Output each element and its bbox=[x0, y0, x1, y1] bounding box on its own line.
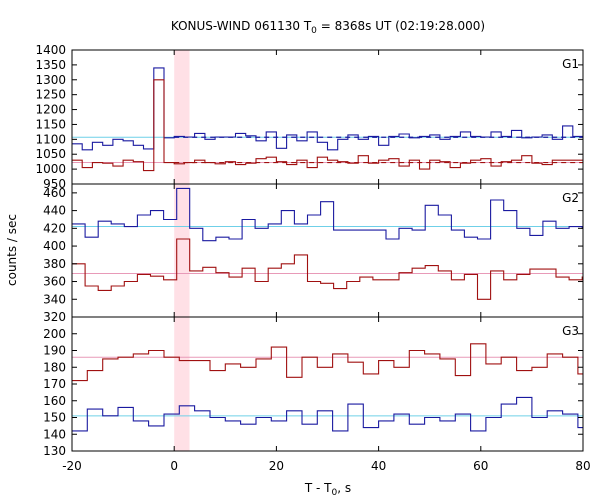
x-axis-label: T - T0, s bbox=[304, 481, 351, 498]
y-tick-label-g2: 440 bbox=[43, 204, 66, 218]
x-tick-label: 0 bbox=[170, 459, 178, 473]
y-tick-label-g2: 340 bbox=[43, 292, 66, 306]
y-tick-label-g1: 1400 bbox=[35, 43, 66, 57]
y-tick-label-g2: 380 bbox=[43, 257, 66, 271]
y-tick-label-g1: 1100 bbox=[35, 132, 66, 146]
panel-frame-g1 bbox=[71, 49, 584, 185]
y-tick-label-g3: 180 bbox=[43, 360, 66, 374]
x-tick-label: 80 bbox=[575, 459, 590, 473]
y-tick-label-g3: 160 bbox=[43, 394, 66, 408]
x-tick-label: 20 bbox=[269, 459, 284, 473]
panel-label-g2: G2 bbox=[562, 191, 579, 205]
y-tick-label-g3: 190 bbox=[43, 344, 66, 358]
panel-frame-g2 bbox=[71, 183, 584, 318]
x-tick-label: -20 bbox=[62, 459, 82, 473]
panel-frame-g3 bbox=[71, 316, 584, 452]
y-tick-label-g2: 400 bbox=[43, 239, 66, 253]
y-tick-label-g2: 460 bbox=[43, 186, 66, 200]
panel-label-g3: G3 bbox=[562, 324, 579, 338]
y-tick-label-g1: 950 bbox=[43, 177, 66, 191]
y-tick-label-g3: 130 bbox=[43, 444, 66, 458]
y-tick-label-g1: 1000 bbox=[35, 162, 66, 176]
y-tick-label-g3: 200 bbox=[43, 327, 66, 341]
y-axis-label: counts / sec bbox=[5, 214, 19, 286]
series-g3-red bbox=[72, 343, 583, 382]
y-tick-label-g2: 420 bbox=[43, 221, 66, 235]
highlight-interval bbox=[174, 50, 190, 451]
y-tick-label-g1: 1150 bbox=[35, 117, 66, 131]
y-tick-label-g3: 170 bbox=[43, 377, 66, 391]
y-tick-label-g3: 140 bbox=[43, 427, 66, 441]
series-g2-red bbox=[72, 238, 583, 300]
panel-label-g1: G1 bbox=[562, 57, 579, 71]
y-tick-label-g1: 1050 bbox=[35, 147, 66, 161]
chart-title: KONUS-WIND 061130 T0 = 8368s UT (02:19:2… bbox=[171, 19, 485, 36]
y-tick-label-g1: 1300 bbox=[35, 73, 66, 87]
y-tick-label-g1: 1250 bbox=[35, 88, 66, 102]
plot-area: 950100010501100115012001250130013501400G… bbox=[35, 43, 590, 473]
series-g1-red bbox=[72, 79, 583, 172]
x-tick-label: 60 bbox=[473, 459, 488, 473]
series-g3-blue bbox=[72, 396, 583, 432]
series-g2-blue bbox=[72, 187, 583, 242]
x-tick-label: 40 bbox=[371, 459, 386, 473]
y-tick-label-g1: 1350 bbox=[35, 58, 66, 72]
y-tick-label-g3: 150 bbox=[43, 411, 66, 425]
series-g1-blue bbox=[72, 67, 583, 151]
y-tick-label-g2: 360 bbox=[43, 275, 66, 289]
y-tick-label-g2: 320 bbox=[43, 310, 66, 324]
y-tick-label-g1: 1200 bbox=[35, 103, 66, 117]
